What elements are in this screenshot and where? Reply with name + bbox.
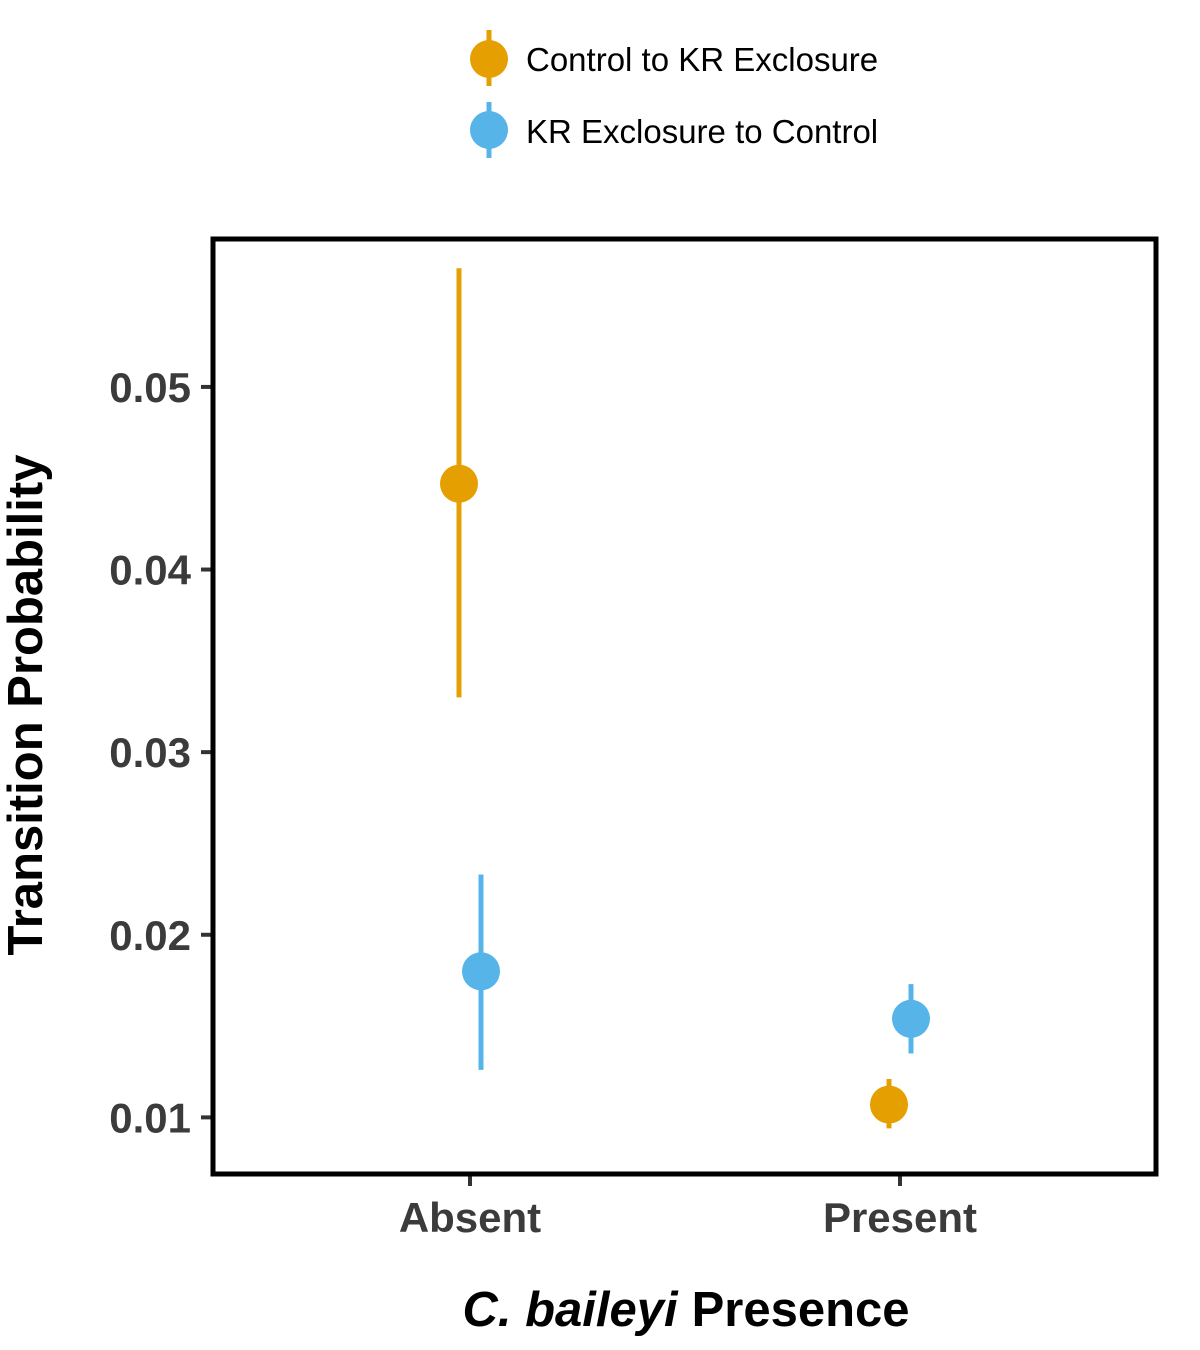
y-axis-title: Transition Probability	[0, 455, 53, 956]
data-point	[892, 999, 930, 1038]
x-axis-title-rest: Presence	[692, 1283, 910, 1337]
y-tick-label: 0.03	[109, 729, 191, 776]
x-axis-title: C. baileyi Presence	[462, 1283, 909, 1337]
x-tick-label: Present	[823, 1194, 977, 1241]
data-marks	[440, 268, 930, 1129]
x-tick-label: Absent	[399, 1194, 541, 1241]
legend-item-control-to-kr: Control to KR Exclosure	[470, 30, 878, 86]
legend-label: KR Exclosure to Control	[526, 113, 878, 150]
x-axis-title-italic: C. baileyi	[462, 1283, 679, 1337]
data-point	[440, 464, 478, 503]
x-axis: Absent Present	[399, 1174, 977, 1241]
y-axis: 0.01 0.02 0.03 0.04 0.05	[109, 364, 213, 1141]
legend-key-point	[470, 111, 508, 149]
y-tick-label: 0.04	[109, 547, 191, 594]
legend-item-kr-to-control: KR Exclosure to Control	[470, 102, 878, 158]
y-tick-label: 0.02	[109, 912, 191, 959]
legend: Control to KR Exclosure KR Exclosure to …	[470, 30, 878, 158]
data-point	[462, 952, 500, 991]
plot-panel-border	[210, 236, 1159, 1177]
legend-key-point	[470, 40, 508, 78]
y-tick-label: 0.05	[109, 364, 191, 411]
legend-label: Control to KR Exclosure	[526, 41, 878, 78]
y-tick-label: 0.01	[109, 1094, 191, 1141]
data-point	[870, 1085, 908, 1124]
